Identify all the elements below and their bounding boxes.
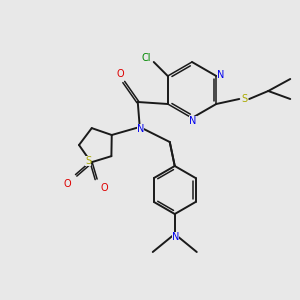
Text: N: N [172, 232, 179, 242]
Text: O: O [100, 183, 108, 193]
Text: O: O [63, 179, 71, 189]
Text: S: S [241, 94, 247, 104]
Text: N: N [217, 70, 224, 80]
Text: Cl: Cl [141, 53, 151, 63]
Text: O: O [117, 69, 124, 79]
Text: N: N [189, 116, 197, 126]
Text: S: S [85, 156, 91, 166]
Text: N: N [137, 124, 144, 134]
